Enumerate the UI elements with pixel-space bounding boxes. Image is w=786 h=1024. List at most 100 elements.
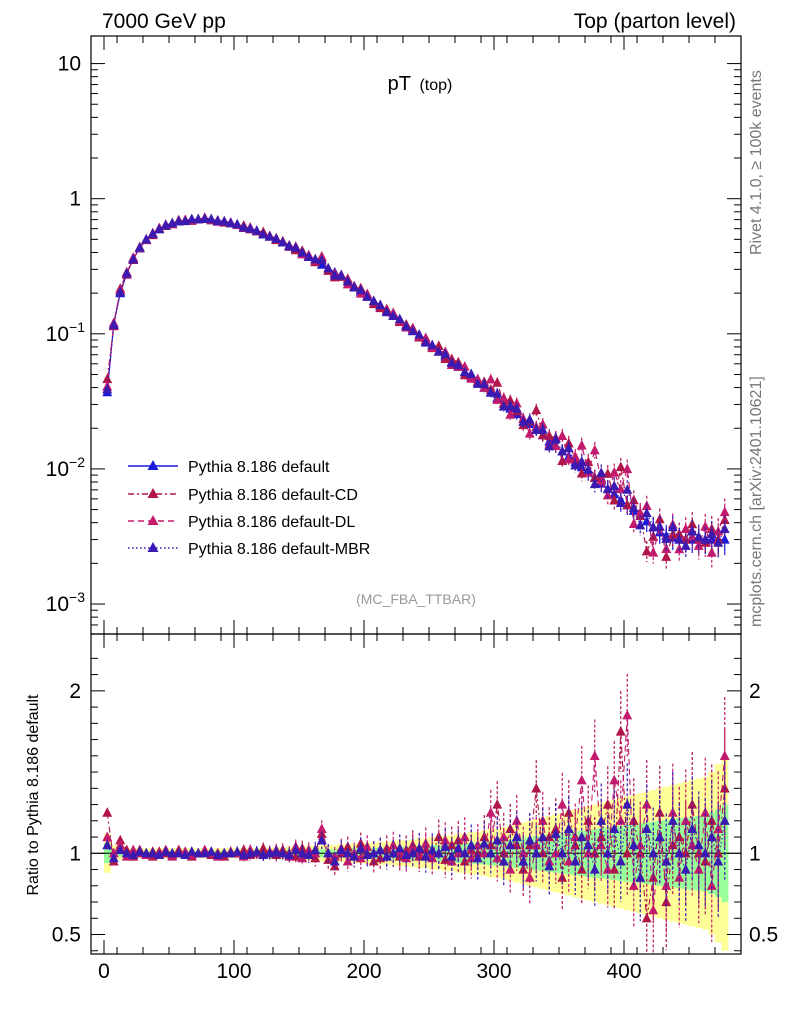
main-point-3-80 <box>622 484 633 494</box>
legend-label-dl: Pythia 8.186 default-DL <box>188 514 355 531</box>
ratio-point-2-88 <box>674 872 685 882</box>
main-point-3-94 <box>713 537 724 547</box>
ratio-point-3-93 <box>706 831 717 842</box>
main-point-3-2 <box>115 286 126 297</box>
ratio-point-3-91 <box>693 839 704 850</box>
plot-title: pT (top) <box>388 73 453 95</box>
main-point-2-59 <box>485 373 496 384</box>
main-point-3-82 <box>635 519 646 530</box>
ratio-point-1-41 <box>368 855 379 866</box>
main-point-2-75 <box>589 444 600 455</box>
ratio-point-2-33 <box>316 823 327 834</box>
main-point-3-22 <box>245 223 256 233</box>
main-ytick-label-1: 1 <box>69 188 81 211</box>
ratio-ytick-label-left-2: 0.5 <box>52 924 81 947</box>
main-point-2-71 <box>563 453 574 464</box>
main-point-3-4 <box>128 253 139 264</box>
ratio-point-2-55 <box>459 831 470 842</box>
main-point-3-37 <box>342 275 353 286</box>
ratio-point-2-70 <box>557 799 568 809</box>
ratio-point-1-79 <box>615 725 626 736</box>
main-point-3-29 <box>290 242 301 252</box>
main-point-3-81 <box>628 502 639 513</box>
main-point-3-25 <box>264 231 275 241</box>
main-point-3-67 <box>537 423 548 434</box>
ratio-point-2-59 <box>485 807 496 817</box>
ratio-point-3-80 <box>622 799 633 809</box>
ratio-point-3-77 <box>602 847 613 858</box>
main-point-3-49 <box>420 336 431 347</box>
ratio-point-2-79 <box>615 815 626 825</box>
ratio-point-2-71 <box>563 855 574 866</box>
main-point-3-33 <box>316 254 327 265</box>
main-point-3-89 <box>680 540 691 550</box>
ratio-point-1-93 <box>706 815 717 825</box>
main-point-3-34 <box>323 262 334 273</box>
ratio-point-1-78 <box>609 864 620 874</box>
ratio-point-3-88 <box>674 847 685 858</box>
main-point-3-6 <box>141 233 152 244</box>
main-point-3-17 <box>212 215 223 226</box>
ratio-point-3-43 <box>381 851 392 861</box>
main-point-2-77 <box>602 489 613 500</box>
main-point-2-65 <box>524 428 535 438</box>
main-point-2-79 <box>615 483 626 494</box>
ratio-point-2-62 <box>505 864 516 874</box>
side-text-bottom: mcplots.cern.ch [arXiv:2401.10621] <box>748 376 765 627</box>
ratio-point-3-85 <box>654 831 665 842</box>
ratio-point-3-33 <box>316 834 327 845</box>
x-tick-label-4: 400 <box>606 960 641 983</box>
ratio-ytick-label-right-0: 2 <box>749 680 761 703</box>
main-point-2-70 <box>557 430 568 441</box>
ratio-point-2-80 <box>622 709 633 720</box>
ratio-point-3-16 <box>206 846 217 856</box>
ratio-point-3-55 <box>459 847 470 858</box>
main-point-3-75 <box>589 478 600 489</box>
main-point-2-80 <box>622 463 633 474</box>
ratio-point-2-72 <box>570 831 581 842</box>
main-point-1-62 <box>505 394 516 405</box>
ratio-point-3-10 <box>167 847 178 858</box>
ratio-point-3-76 <box>596 815 607 825</box>
ratio-point-3-44 <box>388 847 399 858</box>
ratio-point-3-79 <box>615 855 626 866</box>
ratio-point-2-69 <box>550 847 561 858</box>
main-point-3-7 <box>147 228 158 238</box>
main-point-3-3 <box>121 267 132 278</box>
legend-marker-mbr <box>147 542 159 552</box>
main-point-3-23 <box>251 225 262 235</box>
ratio-point-3-11 <box>173 847 184 858</box>
ratio-point-2-78 <box>609 774 620 785</box>
main-point-2-82 <box>635 507 646 518</box>
main-point-3-60 <box>492 387 503 398</box>
main-point-0-95 <box>719 534 730 544</box>
main-point-3-47 <box>407 325 418 336</box>
ratio-point-3-72 <box>570 855 581 866</box>
ratio-point-1-83 <box>641 912 652 923</box>
main-point-3-83 <box>641 507 652 518</box>
main-point-3-90 <box>687 525 698 536</box>
main-point-3-77 <box>602 483 613 494</box>
main-point-3-11 <box>173 215 184 226</box>
ratio-point-3-20 <box>232 846 243 856</box>
main-point-2-92 <box>700 520 711 531</box>
ratio-ytick-label-right-2: 0.5 <box>749 924 778 947</box>
ratio-point-3-74 <box>583 839 594 850</box>
main-point-3-52 <box>440 348 451 359</box>
main-point-2-93 <box>706 547 717 557</box>
ratio-point-1-34 <box>323 854 334 864</box>
main-point-3-13 <box>186 213 197 224</box>
main-point-3-65 <box>524 413 535 424</box>
ratio-ytick-label-left-1: 1 <box>69 842 81 865</box>
main-point-3-1 <box>108 319 119 330</box>
ratio-point-3-8 <box>154 849 165 860</box>
ratio-point-3-53 <box>446 851 457 861</box>
main-point-3-35 <box>329 269 340 280</box>
ratio-point-2-2 <box>115 839 126 850</box>
ratio-point-1-2 <box>115 834 126 845</box>
main-point-3-56 <box>466 368 477 379</box>
ratio-point-2-4 <box>128 844 139 855</box>
main-point-1-60 <box>492 377 503 387</box>
ratio-point-3-12 <box>180 849 191 860</box>
main-point-3-69 <box>550 433 561 444</box>
